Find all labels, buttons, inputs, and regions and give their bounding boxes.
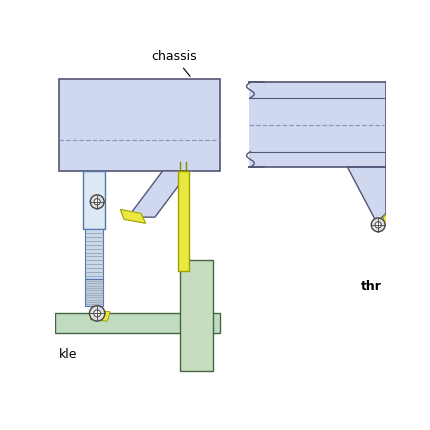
Bar — [249, 83, 386, 167]
Polygon shape — [120, 209, 146, 223]
Bar — [85, 229, 103, 279]
Bar — [83, 171, 105, 229]
Bar — [178, 171, 189, 271]
Circle shape — [375, 222, 381, 228]
Bar — [55, 313, 220, 333]
Circle shape — [94, 310, 101, 317]
Polygon shape — [382, 215, 400, 229]
Circle shape — [94, 199, 100, 205]
Text: chassis: chassis — [151, 50, 197, 77]
Polygon shape — [347, 167, 386, 223]
Circle shape — [90, 195, 104, 209]
Circle shape — [371, 218, 385, 232]
Polygon shape — [90, 310, 110, 321]
Bar — [180, 259, 213, 371]
Text: kle: kle — [58, 348, 77, 361]
Bar — [85, 279, 103, 306]
Polygon shape — [128, 171, 190, 217]
Bar — [58, 79, 221, 171]
Text: thr: thr — [361, 280, 382, 293]
Circle shape — [89, 306, 105, 321]
